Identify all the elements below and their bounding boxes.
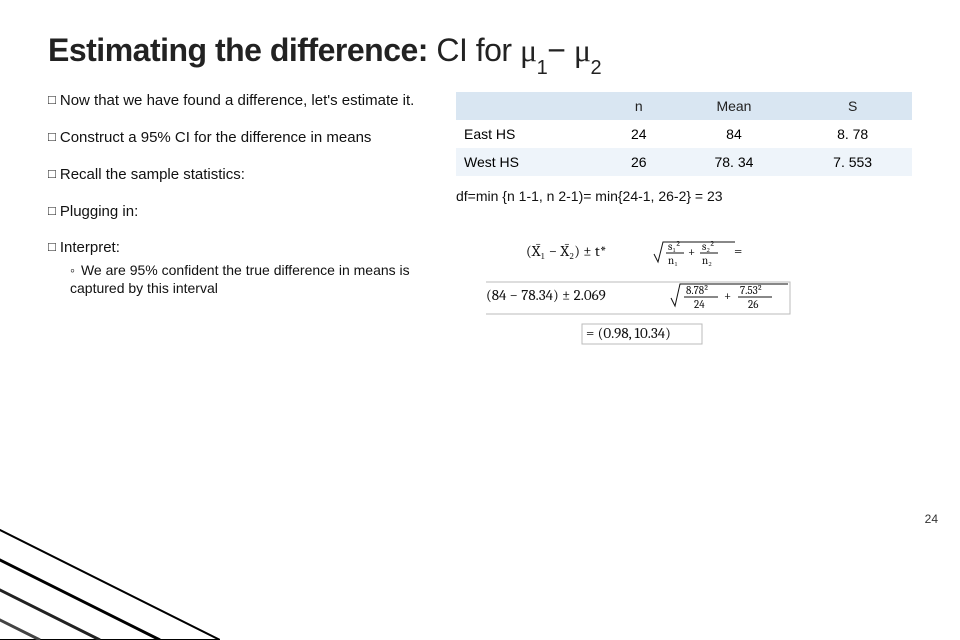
table-header-cell: S — [793, 92, 912, 120]
bullet-4-lead: Plugging — [48, 203, 118, 220]
bullet-5-lead: Interpret: — [48, 239, 120, 256]
title-sub1: 1 — [537, 57, 548, 79]
table-cell: East HS — [456, 120, 603, 148]
formula-line1-left: (X̄₁ − X̄₂) ± t* — [526, 242, 606, 260]
bullet-1-rest: that we have found a difference, let's e… — [90, 92, 414, 109]
bullet-4-rest: in: — [118, 203, 138, 220]
corner-accent-icon — [0, 380, 220, 640]
page-number: 24 — [925, 512, 938, 526]
formula-l2-bot2: 26 — [748, 298, 758, 311]
bullet-1: Now that we have found a difference, let… — [48, 92, 428, 111]
plus-sign: + — [688, 245, 695, 260]
bullet-3-lead: Recall — [48, 166, 102, 183]
table-header-row: n Mean S — [456, 92, 912, 120]
bullet-2-rest: a 95% CI for the difference in means — [124, 129, 371, 146]
bullet-5-sub: We are 95% confident the true difference… — [70, 262, 428, 297]
formula-svg: (X̄₁ − X̄₂) ± t* s₁² n₁ + s₂² n₂ = (84 −… — [486, 234, 876, 354]
equals-1: = — [734, 242, 742, 260]
table-header-cell — [456, 92, 603, 120]
formula-l2-bot1: 24 — [694, 298, 705, 311]
formula-n2-bot: n₂ — [702, 254, 712, 267]
stats-table: n Mean S East HS 24 84 8. 78 West HS 26 — [456, 92, 912, 176]
table-cell: 8. 78 — [793, 120, 912, 148]
title-mu1: μ — [520, 32, 537, 68]
bullet-2: Construct a 95% CI for the difference in… — [48, 129, 428, 148]
table-cell: West HS — [456, 148, 603, 176]
table-header-cell: n — [603, 92, 675, 120]
table-row: East HS 24 84 8. 78 — [456, 120, 912, 148]
bullet-3: Recall the sample statistics: — [48, 166, 428, 185]
title-light: CI for — [428, 32, 520, 68]
bullet-1-lead: Now — [48, 92, 90, 109]
title-bold: Estimating the difference: — [48, 32, 428, 68]
table-row: West HS 26 78. 34 7. 553 — [456, 148, 912, 176]
table-cell: 84 — [675, 120, 794, 148]
left-column: Now that we have found a difference, let… — [48, 92, 428, 354]
formula-n1-bot: n₁ — [668, 254, 678, 267]
table-cell: 7. 553 — [793, 148, 912, 176]
bullet-4: Plugging in: — [48, 203, 428, 222]
table-cell: 26 — [603, 148, 675, 176]
bullet-3-rest: the sample statistics: — [102, 166, 245, 183]
formula-l2-top2: 7.53² — [740, 284, 762, 297]
title-mu2: μ — [574, 32, 591, 68]
bullet-5: Interpret: — [48, 239, 428, 258]
bullet-2-lead: Construct — [48, 129, 124, 146]
table-cell: 78. 34 — [675, 148, 794, 176]
right-column: n Mean S East HS 24 84 8. 78 West HS 26 — [456, 92, 912, 354]
slide-title: Estimating the difference: CI for μ1− μ2 — [48, 32, 912, 74]
formula-line2-left: (84 − 78.34) ± 2.069 — [486, 286, 606, 304]
formula-l2-top1: 8.78² — [686, 284, 709, 297]
title-dash: − — [547, 32, 574, 68]
plus-sign-2: + — [724, 289, 731, 304]
table-cell: 24 — [603, 120, 675, 148]
formula-block: (X̄₁ − X̄₂) ± t* s₁² n₁ + s₂² n₂ = (84 −… — [486, 234, 876, 354]
formula-line3: = (0.98, 10.34) — [586, 324, 671, 342]
formula-s2-top: s₂² — [702, 240, 715, 253]
title-sub2: 2 — [590, 57, 601, 79]
df-note: df=min {n 1-1, n 2-1)= min{24-1, 26-2} =… — [456, 188, 912, 204]
formula-s1-top: s₁² — [668, 240, 681, 253]
table-header-cell: Mean — [675, 92, 794, 120]
